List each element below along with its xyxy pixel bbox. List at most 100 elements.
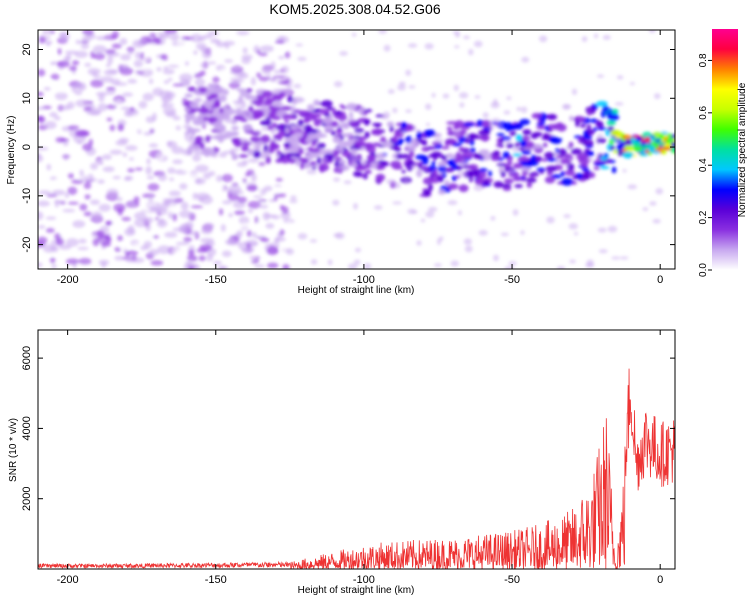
spectrogram-cell <box>423 129 436 137</box>
spectrogram-cell <box>163 66 169 70</box>
spectrogram-cell <box>424 43 434 50</box>
spectrogram-cell <box>265 223 275 229</box>
spectrogram-cell <box>201 34 213 39</box>
spectrogram-y-label: Frequency (Hz) <box>6 116 17 185</box>
spectrogram-cell <box>366 155 374 160</box>
spectrogram-cell <box>354 140 366 148</box>
spectrogram-cell <box>503 140 512 145</box>
spectrogram-cell <box>252 99 264 106</box>
spectrogram-cell <box>452 131 461 137</box>
spectrogram-cell <box>173 197 184 204</box>
spectrogram-cell <box>213 123 226 132</box>
spectrogram-cell <box>244 173 251 177</box>
spectrogram-cell <box>66 238 79 247</box>
spectrogram-cell <box>252 150 261 159</box>
spectrogram-cell <box>126 46 135 53</box>
spectrogram-cell <box>458 184 469 193</box>
spectrogram-cell <box>452 30 460 35</box>
spectrogram-cell <box>250 76 257 86</box>
spectrogram-cell <box>187 173 200 181</box>
spectrogram-cell <box>446 183 459 190</box>
spectrogram-cell <box>491 118 501 122</box>
spectrogram-cell <box>212 101 221 109</box>
spectrogram-cell <box>268 111 276 119</box>
spectrogram-cell <box>285 221 293 228</box>
spectrogram-cell <box>148 248 160 256</box>
spectrogram-cell <box>43 48 51 52</box>
spectrogram-cell <box>363 119 371 124</box>
spectrogram-cell <box>454 45 460 49</box>
spectrogram-cell <box>104 250 113 256</box>
spectrogram-cell <box>176 39 188 48</box>
spectrogram-cell <box>570 148 582 155</box>
spectrogram-cell <box>468 177 473 183</box>
spectrogram-cell <box>138 65 152 71</box>
spectrogram-cell <box>619 256 629 260</box>
spectrogram-image <box>38 30 675 269</box>
spectrogram-cell <box>353 259 361 266</box>
spectrogram-cell <box>277 131 285 135</box>
spectrogram-cell <box>117 123 125 132</box>
spectrogram-cell <box>405 135 413 144</box>
spectrogram-cell <box>319 165 325 173</box>
x-tick-label: 0 <box>657 574 663 586</box>
spectrogram-cell <box>254 216 259 224</box>
spectrogram-cell <box>410 164 417 170</box>
spectrogram-cell <box>246 230 252 238</box>
spectrogram-cell <box>259 204 269 209</box>
spectrogram-cell <box>218 151 228 158</box>
spectrogram-cell <box>135 51 141 60</box>
spectrogram-cell <box>233 64 241 71</box>
spectrogram-cell <box>38 190 51 195</box>
spectrogram-cell <box>163 106 176 116</box>
spectrogram-cell <box>300 162 305 170</box>
spectrogram-cell <box>613 108 618 113</box>
spectrogram-cell <box>315 141 320 146</box>
spectrogram-cell <box>565 169 576 177</box>
spectrogram-cell <box>617 150 625 157</box>
spectrogram-cell <box>464 245 473 253</box>
spectrogram-cell <box>309 161 317 166</box>
spectrogram-cell <box>602 105 609 113</box>
spectrogram-cell <box>56 60 70 68</box>
spectrogram-cell <box>451 164 459 170</box>
spectrogram-cell <box>326 106 334 111</box>
spectrogram-cell <box>347 263 358 269</box>
spectrogram-cell <box>398 127 404 133</box>
spectrogram-x-label: Height of straight line (km) <box>298 285 415 296</box>
spectrogram-cell <box>203 100 210 107</box>
spectrogram-cell <box>38 68 46 77</box>
spectrogram-cell <box>501 136 512 141</box>
spectrogram-cell <box>118 64 127 70</box>
spectrogram-cell <box>433 137 444 144</box>
spectrogram-cell <box>148 143 159 148</box>
spectrogram-cell <box>445 153 454 159</box>
spectrogram-cell <box>67 173 74 179</box>
spectrogram-cell <box>237 196 248 204</box>
spectrogram-cell <box>527 159 539 166</box>
spectrogram-cell <box>207 31 220 37</box>
spectrogram-cell <box>597 127 607 131</box>
spectrogram-cell <box>238 95 244 102</box>
spectrogram-cell <box>310 259 318 265</box>
spectrogram-cell <box>284 51 291 59</box>
spectrogram-cell <box>420 139 428 145</box>
spectrogram-cell <box>451 175 457 182</box>
spectrogram-cell <box>64 192 70 199</box>
spectrogram-cell <box>109 149 123 155</box>
spectrogram-cell <box>114 246 122 253</box>
spectrogram-cell <box>175 241 190 246</box>
spectrogram-cell <box>45 40 53 45</box>
spectrogram-cell <box>438 178 444 183</box>
spectrogram-cell <box>515 134 523 142</box>
spectrogram-cell <box>401 169 406 174</box>
spectrogram-cell <box>125 250 139 256</box>
spectrogram-cell <box>553 152 560 156</box>
spectrogram-cell <box>298 110 308 117</box>
spectrogram-cell <box>520 166 532 172</box>
spectrogram-cell <box>581 36 588 42</box>
spectrogram-cell <box>157 98 163 106</box>
spectrogram-cell <box>51 189 66 196</box>
colorbar-tick-label: 0.2 <box>698 210 709 224</box>
spectrogram-frame <box>37 29 676 270</box>
